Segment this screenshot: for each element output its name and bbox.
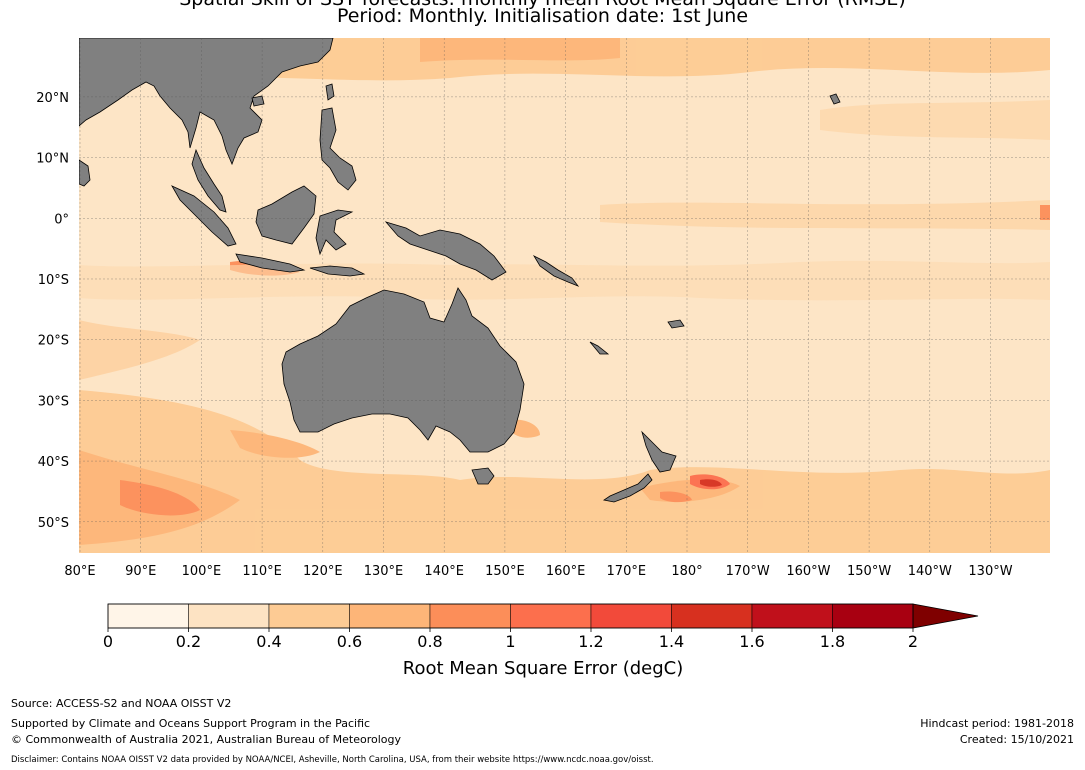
hindcast-period-text: Hindcast period: 1981-2018 — [920, 717, 1074, 730]
disclaimer-text: Disclaimer: Contains NOAA OISST V2 data … — [11, 755, 654, 765]
australia — [281, 287, 525, 453]
lat-label: 20°S — [38, 334, 69, 349]
new-zealand-south — [602, 473, 653, 503]
colorbar-segment — [429, 603, 511, 629]
colorbar-tick-label: 0.2 — [176, 632, 201, 651]
lon-label: 170°E — [607, 564, 647, 579]
malay-peninsula — [191, 148, 227, 213]
lat-label: 10°N — [36, 152, 69, 167]
colorbar-segment — [107, 603, 189, 629]
lon-label: 150°E — [485, 564, 525, 579]
colorbar-segments — [107, 603, 914, 629]
colorbar-segment — [751, 603, 833, 629]
lon-label: 110°E — [242, 564, 282, 579]
colorbar-tick-label: 1.4 — [659, 632, 684, 651]
lat-label: 50°S — [38, 516, 69, 531]
lon-label: 170°W — [726, 564, 770, 579]
philippines — [319, 107, 357, 191]
lon-label: 80°E — [64, 564, 95, 579]
latitude-labels: 20°N 10°N 0° 10°S 20°S 30°S 40°S 50°S — [36, 91, 69, 531]
colorbar-segment — [510, 603, 592, 629]
lon-label: 120°E — [303, 564, 343, 579]
source-text: Source: ACCESS-S2 and NOAA OISST V2 — [11, 697, 232, 710]
colorbar-segment — [188, 603, 270, 629]
new-caledonia — [589, 341, 610, 355]
colorbar-tick-label: 1 — [505, 632, 515, 651]
lat-label: 30°S — [38, 394, 69, 409]
longitude-labels: 80°E 90°E 100°E 110°E 120°E 130°E 140°E 150°E 16… — [64, 564, 1012, 579]
new-guinea — [384, 221, 507, 281]
colorbar-tick-label: 1.8 — [820, 632, 845, 651]
lat-label: 10°S — [38, 273, 69, 288]
gridlines — [79, 38, 1050, 553]
india-tip — [79, 159, 91, 187]
copyright-text: © Commonwealth of Australia 2021, Austra… — [11, 733, 401, 746]
lon-label: 160°E — [546, 564, 586, 579]
fiji — [667, 319, 685, 329]
sumatra — [171, 185, 237, 247]
colorbar-tick-label: 2 — [908, 632, 918, 651]
colorbar-segment — [349, 603, 431, 629]
lesser-sunda — [309, 265, 366, 277]
lat-label: 40°S — [38, 455, 69, 470]
asia-mainland — [79, 38, 334, 166]
lon-label: 140°E — [424, 564, 464, 579]
colorbar-tick-label: 0.4 — [256, 632, 281, 651]
lon-label: 150°W — [847, 564, 891, 579]
lon-label: 100°E — [182, 564, 222, 579]
colorbar-segment — [671, 603, 753, 629]
lon-label: 130°E — [364, 564, 404, 579]
chart-subtitle: Period: Monthly. Initialisation date: 1s… — [336, 5, 749, 27]
hainan — [251, 95, 265, 107]
support-text: Supported by Climate and Oceans Support … — [11, 717, 371, 730]
colorbar-ticks: 0 0.2 0.4 0.6 0.8 1 1.2 1.4 1.6 1.8 2 — [103, 628, 918, 651]
colorbar-tick-label: 1.2 — [578, 632, 603, 651]
lon-label: 140°W — [908, 564, 952, 579]
chart-title: Spatial Skill of SST forecasts: monthly … — [0, 0, 1085, 11]
colorbar-tick-label: 0 — [103, 632, 113, 651]
land-masses — [79, 38, 841, 503]
java — [235, 253, 306, 273]
created-date-text: Created: 15/10/2021 — [959, 733, 1074, 746]
colorbar-tick-label: 0.8 — [417, 632, 442, 651]
lon-label: 160°W — [786, 564, 830, 579]
borneo — [255, 185, 317, 245]
lat-label: 0° — [54, 212, 69, 227]
pacific-island — [829, 93, 841, 105]
lat-label: 20°N — [36, 91, 69, 106]
lon-label: 180° — [671, 564, 702, 579]
lon-label: 130°W — [968, 564, 1012, 579]
colorbar-segment — [268, 603, 350, 629]
taiwan — [325, 83, 335, 101]
tasmania — [471, 467, 495, 485]
solomon-islands — [532, 255, 580, 287]
colorbar-label: Root Mean Square Error (degC) — [403, 658, 684, 679]
colorbar-tick-label: 0.6 — [337, 632, 362, 651]
sulawesi — [315, 209, 354, 256]
colorbar-tick-label: 1.6 — [739, 632, 764, 651]
colorbar-extend-arrow — [912, 603, 979, 629]
new-zealand-north — [641, 430, 677, 473]
colorbar-segment — [832, 603, 914, 629]
colorbar-segment — [590, 603, 672, 629]
lon-label: 90°E — [125, 564, 156, 579]
